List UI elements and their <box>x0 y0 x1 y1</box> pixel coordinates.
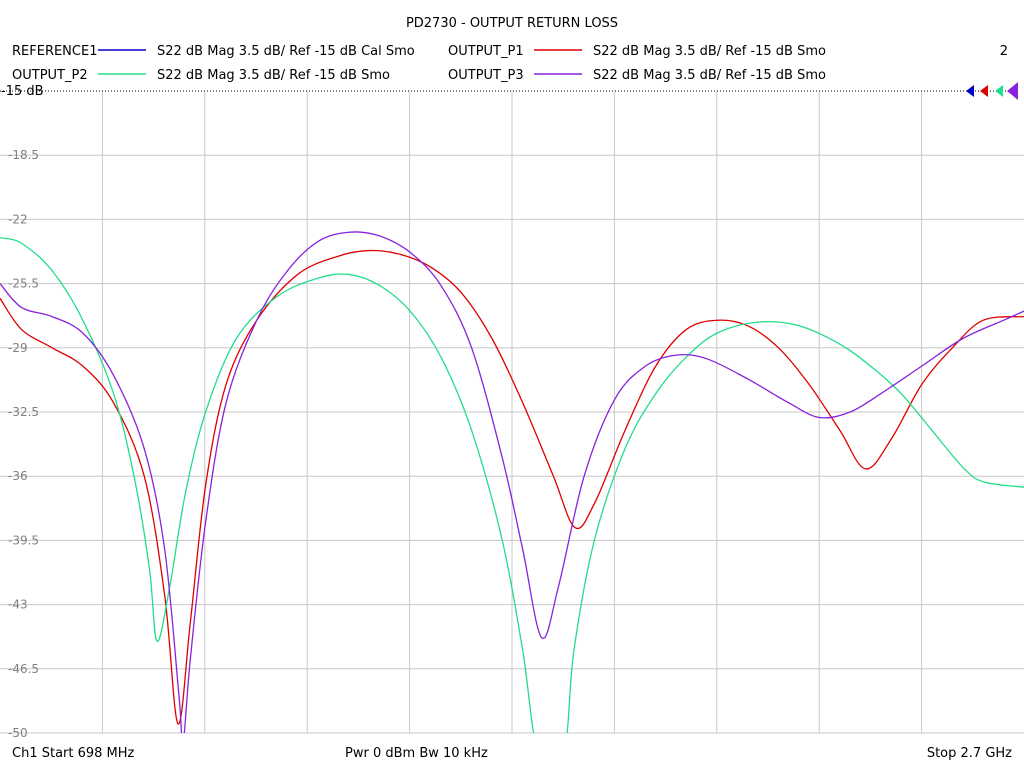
legend-name: OUTPUT_P3 <box>448 68 524 83</box>
y-tick-label: -25.5 <box>8 277 39 291</box>
trace-output-p1 <box>0 249 1024 725</box>
legend-desc: S22 dB Mag 3.5 dB/ Ref -15 dB Smo <box>593 68 826 83</box>
y-tick-label: -43 <box>8 598 28 612</box>
reference-label: -15 dB <box>1 84 44 99</box>
footer-start: Ch1 Start 698 MHz <box>12 746 135 761</box>
reference-marker <box>995 85 1003 97</box>
legend: REFERENCE1 S22 dB Mag 3.5 dB/ Ref -15 dB… <box>12 44 1008 83</box>
trace-number: 2 <box>1000 44 1008 59</box>
legend-desc: S22 dB Mag 3.5 dB/ Ref -15 dB Smo <box>593 44 826 59</box>
y-tick-label: -29 <box>8 341 28 355</box>
legend-name: OUTPUT_P2 <box>12 68 88 83</box>
grid <box>0 91 1024 734</box>
legend-name: REFERENCE1 <box>12 44 97 59</box>
traces <box>0 231 1024 733</box>
y-tick-label: -36 <box>8 469 28 483</box>
legend-name: OUTPUT_P1 <box>448 44 524 59</box>
legend-desc: S22 dB Mag 3.5 dB/ Ref -15 dB Smo <box>157 68 390 83</box>
trace-output-p3 <box>0 231 1024 733</box>
legend-desc: S22 dB Mag 3.5 dB/ Ref -15 dB Cal Smo <box>157 44 415 59</box>
trace-output-p2 <box>0 237 1024 733</box>
y-tick-label: -46.5 <box>8 662 39 676</box>
footer-stop: Stop 2.7 GHz <box>927 746 1012 761</box>
footer-power: Pwr 0 dBm Bw 10 kHz <box>345 746 488 761</box>
chart-title: PD2730 - OUTPUT RETURN LOSS <box>406 16 618 31</box>
reference-marker <box>966 85 974 97</box>
y-axis-ticks: -18.5 -22 -25.5 -29 -32.5 -36 -39.5 -43 -46.5 -50 <box>8 148 39 740</box>
y-tick-label: -22 <box>8 212 28 226</box>
y-tick-label: -18.5 <box>8 148 39 162</box>
y-tick-label: -32.5 <box>8 405 39 419</box>
reference-marker <box>980 85 988 97</box>
y-tick-label: -50 <box>8 726 28 740</box>
y-tick-label: -39.5 <box>8 533 39 547</box>
reference-markers <box>966 82 1018 100</box>
reference-marker <box>1007 82 1018 100</box>
